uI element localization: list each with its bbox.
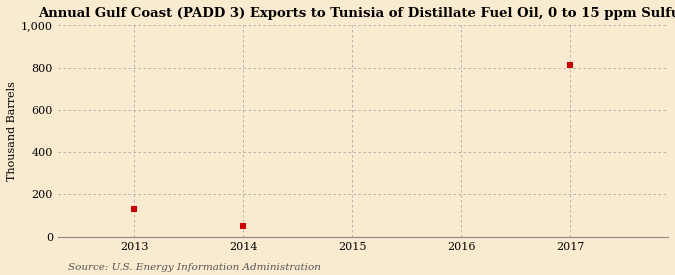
Title: Annual Gulf Coast (PADD 3) Exports to Tunisia of Distillate Fuel Oil, 0 to 15 pp: Annual Gulf Coast (PADD 3) Exports to Tu… <box>38 7 675 20</box>
Text: Source: U.S. Energy Information Administration: Source: U.S. Energy Information Administ… <box>68 263 321 272</box>
Y-axis label: Thousand Barrels: Thousand Barrels <box>7 81 17 181</box>
